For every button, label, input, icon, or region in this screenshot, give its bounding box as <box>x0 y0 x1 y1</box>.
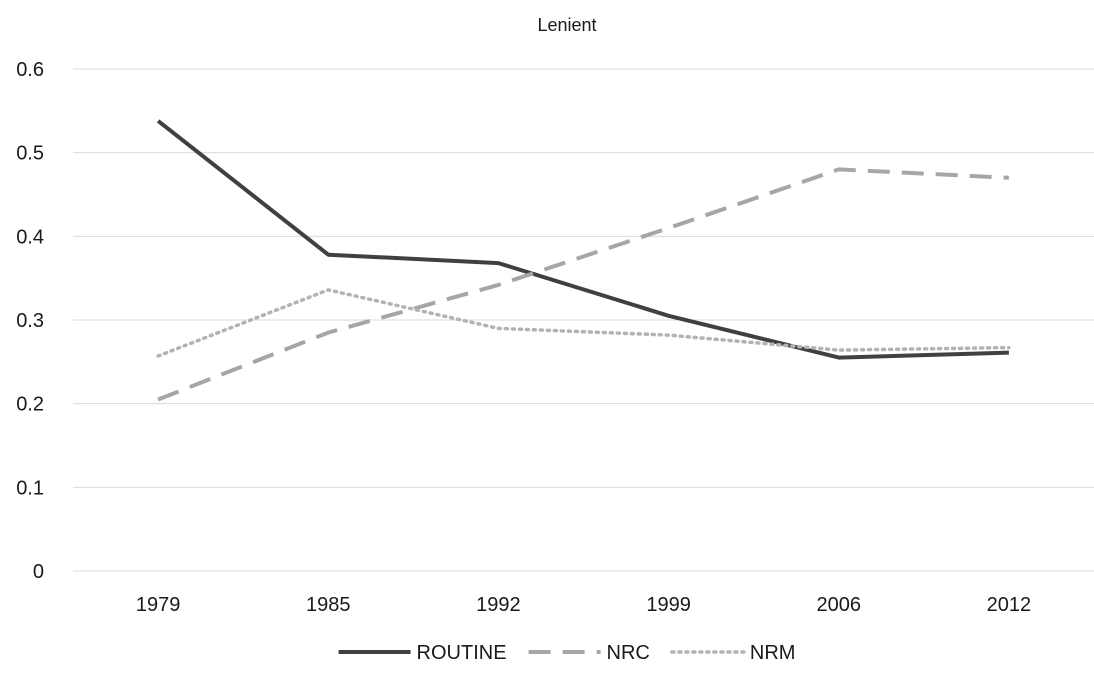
y-tick-label: 0 <box>33 561 44 583</box>
y-tick-label: 0.3 <box>16 310 44 332</box>
x-tick-label: 2006 <box>817 594 862 616</box>
legend-label: NRC <box>607 642 650 664</box>
y-tick-label: 0.4 <box>16 226 44 248</box>
y-tick-label: 0.2 <box>16 394 44 416</box>
y-axis-tick-labels: 0 0.1 0.2 0.3 0.4 0.5 0.6 <box>16 59 44 583</box>
series-lines <box>156 119 1011 402</box>
legend-item-nrc: NRC <box>528 642 650 664</box>
x-tick-label: 1979 <box>136 594 181 616</box>
x-tick-label: 2012 <box>987 594 1032 616</box>
chart-title: Lenient <box>537 15 596 35</box>
series-line-nrm <box>156 288 1011 358</box>
legend-item-nrm: NRM <box>670 642 796 664</box>
legend: ROUTINE NRC NRM <box>338 642 796 664</box>
x-tick-label: 1985 <box>306 594 351 616</box>
y-tick-label: 0.1 <box>16 477 44 499</box>
gridlines <box>73 68 1094 572</box>
x-axis-tick-labels: 1979 1985 1992 1999 2006 2012 <box>136 594 1031 616</box>
legend-label: NRM <box>750 642 796 664</box>
series-line-nrc <box>157 167 1009 402</box>
x-tick-label: 1999 <box>646 594 691 616</box>
y-tick-label: 0.5 <box>16 143 44 165</box>
x-tick-label: 1992 <box>476 594 521 616</box>
legend-label: ROUTINE <box>417 642 507 664</box>
series-line-routine <box>156 119 1009 360</box>
y-tick-label: 0.6 <box>16 59 44 81</box>
legend-item-routine: ROUTINE <box>338 642 507 664</box>
